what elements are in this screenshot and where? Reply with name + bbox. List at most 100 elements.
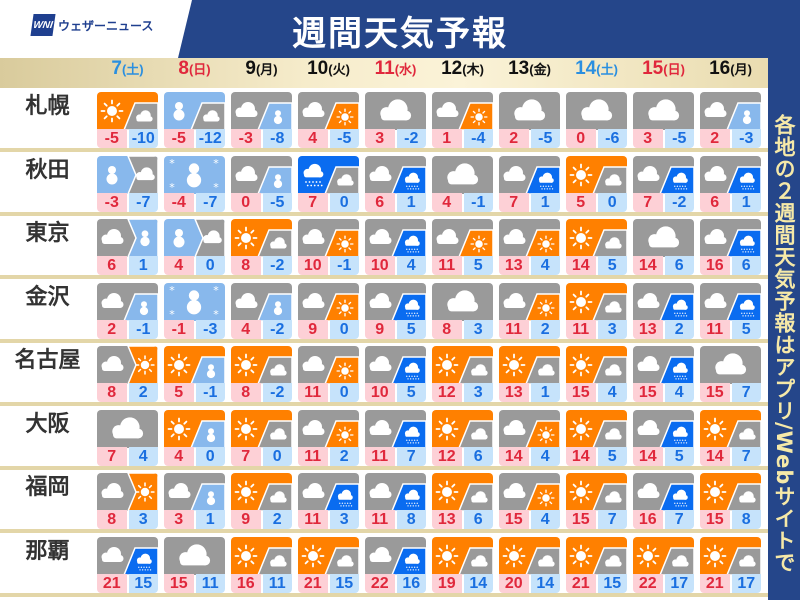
weather-icon-cloud-sun: [499, 219, 560, 257]
low-temp: 1: [128, 256, 158, 275]
forecast-cell: -5 -10: [97, 92, 158, 148]
high-temp: 15: [164, 573, 194, 593]
sometimes-slash: [257, 292, 292, 321]
high-temp: 11: [365, 446, 395, 466]
forecast-cell: 11 3: [566, 282, 627, 339]
cloud-icon: [648, 99, 680, 121]
cloud-icon: [369, 356, 392, 371]
high-temp: 13: [633, 319, 663, 339]
forecast-cell: 15 11: [164, 536, 225, 593]
high-temp: 7: [633, 192, 663, 212]
low-temp: 4: [664, 383, 694, 402]
high-temp: 4: [164, 446, 194, 466]
low-temp: 11: [262, 573, 292, 593]
sun-icon: [537, 235, 555, 253]
day-date: 10: [307, 58, 329, 79]
day-header: 16(月): [697, 58, 764, 88]
forecast-cell: 11 5: [432, 219, 493, 275]
low-temp: -5: [530, 129, 560, 148]
weather-icon-sun-cloud: [231, 473, 292, 511]
cloud-icon: [179, 543, 211, 565]
cloud-icon: [101, 546, 124, 562]
sun-icon: [470, 235, 488, 253]
high-temp: 16: [700, 256, 730, 275]
high-temp: 7: [499, 192, 529, 212]
snowman-icon: [186, 289, 202, 314]
high-temp: 14: [566, 446, 596, 466]
cloud-icon: [235, 102, 258, 117]
sometimes-slash: [257, 102, 292, 130]
forecast-cell: * * * * -4 -7: [164, 155, 225, 212]
cloud-icon: [235, 165, 258, 181]
forecast-cell: 13 1: [499, 346, 560, 402]
high-temp: 15: [566, 510, 596, 529]
high-temp: 11: [432, 256, 462, 275]
forecast-cell: 11 5: [700, 282, 761, 339]
sun-icon: [336, 425, 354, 444]
high-temp: 13: [432, 510, 462, 529]
high-temp: 8: [231, 383, 261, 402]
high-temp: 16: [231, 573, 261, 593]
weather-icon-cloud-snow: [231, 155, 292, 194]
weather-icon-sun-cloud: [566, 155, 627, 194]
cloud-icon: [672, 299, 688, 310]
low-temp: -4: [463, 129, 493, 148]
sun-icon: [234, 480, 258, 504]
weather-icon-sun-cloud: [566, 346, 627, 384]
low-temp: 1: [396, 192, 426, 212]
cloud-icon: [471, 554, 488, 566]
snowman-icon: [206, 364, 216, 379]
forecast-cell: 14 6: [633, 219, 694, 275]
cloud-icon: [503, 292, 526, 308]
high-temp: 11: [700, 319, 730, 339]
sun-icon: [435, 417, 459, 440]
cloud-icon: [739, 235, 755, 246]
low-temp: -2: [262, 383, 292, 402]
low-temp: 3: [128, 510, 158, 529]
sun-icon: [502, 353, 526, 377]
rain-icon: [404, 362, 420, 380]
cloud-icon: [101, 483, 124, 498]
low-temp: 15: [597, 573, 627, 593]
weather-icon-cloud: [164, 536, 225, 575]
low-temp: -1: [463, 192, 493, 212]
high-temp: 8: [231, 256, 261, 275]
cloud-icon: [337, 554, 354, 566]
sometimes-slash: [726, 102, 761, 130]
weather-icon-sun-cloud: [566, 282, 627, 321]
high-temp: 12: [432, 383, 462, 402]
sun-icon: [135, 482, 155, 502]
cloud-icon: [404, 235, 420, 246]
rain-icon: [404, 172, 420, 190]
rain-icon: [303, 163, 324, 186]
forecast-cell: 15 4: [499, 473, 560, 529]
weather-icon-sun-cloud: [432, 536, 493, 575]
low-temp: 6: [463, 510, 493, 529]
snowman-icon: [140, 230, 150, 247]
low-temp: 14: [530, 573, 560, 593]
cloud-icon: [302, 419, 325, 435]
high-temp: 22: [633, 573, 663, 593]
weather-icon-cloud-sun: [499, 282, 560, 321]
low-temp: 0: [195, 446, 225, 466]
day-header: 15(日): [630, 58, 697, 88]
weather-icon-cloud: [499, 92, 560, 130]
day-date: 13: [508, 58, 530, 79]
rain-icon: [404, 299, 420, 317]
forecast-cell: 15 7: [566, 473, 627, 529]
forecast-cell: 7 -2: [633, 155, 694, 212]
forecast-cell: 3 -2: [365, 92, 426, 148]
weather-icon-sun-cloud: [231, 219, 292, 257]
high-temp: 4: [432, 192, 462, 212]
forecast-cell: 19 14: [432, 536, 493, 593]
cloud-icon: [101, 229, 124, 244]
cloud-icon: [337, 489, 353, 500]
low-temp: -2: [262, 319, 292, 339]
cloud-icon: [404, 426, 420, 437]
cloud-icon: [404, 172, 420, 183]
high-temp: 21: [97, 573, 127, 593]
